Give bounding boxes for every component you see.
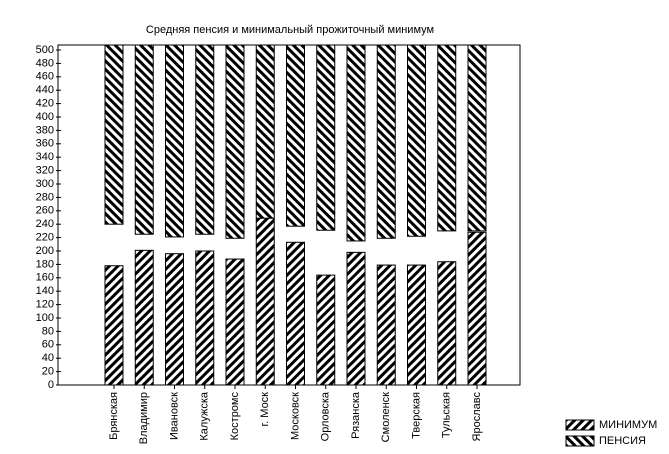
- y-tick-label: 300: [36, 178, 54, 190]
- bar: [376, 44, 396, 239]
- x-tick-label: Ивановск: [168, 392, 180, 440]
- x-tick-label: Московск: [289, 392, 301, 440]
- y-tick-label: 140: [36, 285, 54, 297]
- bar: [195, 250, 215, 386]
- bar: [467, 44, 487, 232]
- bar: [104, 265, 124, 386]
- y-tick-label: 360: [36, 138, 54, 150]
- bar: [376, 264, 396, 386]
- y-tick-label: 60: [42, 339, 54, 351]
- y-tick-label: 120: [36, 299, 54, 311]
- bar: [316, 44, 336, 231]
- bar: [255, 217, 275, 386]
- y-tick-label: 100: [36, 312, 54, 324]
- bar: [286, 241, 305, 386]
- x-tick-label: Владимир: [138, 392, 150, 444]
- y-tick-label: 420: [36, 98, 54, 110]
- y-tick-label: 220: [36, 232, 54, 244]
- bar: [286, 44, 305, 227]
- x-tick-label: г. Моск: [259, 392, 271, 427]
- bar: [225, 258, 245, 386]
- bar: [255, 44, 275, 219]
- y-tick-label: 180: [36, 258, 54, 270]
- bar: [195, 44, 215, 235]
- y-tick-label: 80: [42, 325, 54, 337]
- y-tick-label: 280: [36, 191, 54, 203]
- bar: [407, 264, 426, 386]
- bar: [134, 44, 154, 235]
- y-tick-label: 240: [36, 218, 54, 230]
- y-tick-label: 340: [36, 151, 54, 163]
- x-tick-label: Ярославс: [471, 392, 483, 442]
- y-tick-label: 260: [36, 205, 54, 217]
- bar: [316, 274, 336, 386]
- bar: [225, 44, 245, 239]
- legend-swatch: [565, 419, 595, 431]
- bar: [165, 253, 184, 386]
- bar: [437, 261, 457, 386]
- bar: [104, 44, 124, 225]
- x-tick-label: Костромс: [229, 392, 241, 441]
- bar: [437, 44, 457, 232]
- y-tick-label: 480: [36, 57, 54, 69]
- x-tick-label: Рязанска: [350, 391, 362, 439]
- y-tick-label: 320: [36, 165, 54, 177]
- y-tick-label: 380: [36, 124, 54, 136]
- x-tick-label: Смоленск: [380, 392, 392, 442]
- bar: [467, 231, 487, 386]
- x-tick-label: Орловска: [320, 391, 332, 441]
- bar: [407, 44, 426, 237]
- bar: [346, 251, 366, 386]
- bar: [134, 249, 154, 386]
- y-tick-label: 200: [36, 245, 54, 257]
- y-tick-label: 0: [48, 379, 54, 391]
- legend-label: МИНИМУМ: [599, 419, 657, 431]
- y-tick-label: 440: [36, 84, 54, 96]
- y-tick-label: 460: [36, 71, 54, 83]
- x-tick-label: Брянская: [108, 392, 120, 440]
- y-tick-label: 160: [36, 272, 54, 284]
- chart-title: Средняя пенсия и минимальный прожиточный…: [146, 24, 434, 36]
- y-tick-label: 500: [36, 44, 54, 56]
- x-tick-label: Калужска: [199, 391, 211, 440]
- bar: [346, 44, 366, 242]
- y-tick-label: 400: [36, 111, 54, 123]
- x-tick-label: Тульская: [441, 392, 453, 438]
- bar: [165, 44, 184, 238]
- legend-label: ПЕНСИЯ: [599, 435, 646, 447]
- y-tick-label: 20: [42, 366, 54, 378]
- y-tick-label: 40: [42, 352, 54, 364]
- legend-swatch: [565, 435, 595, 447]
- x-tick-label: Тверская: [410, 392, 422, 439]
